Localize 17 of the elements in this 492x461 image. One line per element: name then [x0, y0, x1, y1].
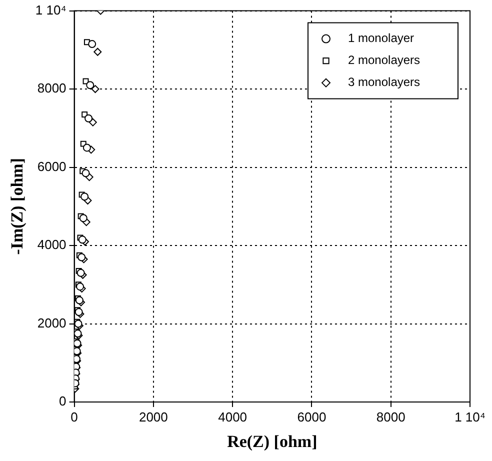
legend-label: 1 monolayer	[348, 31, 414, 46]
x-tick-label: 2000	[138, 409, 168, 424]
legend-label: 3 monolayers	[348, 75, 420, 90]
x-tick-label: 1 10⁴	[454, 409, 486, 424]
y-tick-label: 1 10⁴	[35, 2, 66, 18]
legend-label: 2 monolayers	[348, 53, 420, 68]
y-tick-label: 4000	[37, 237, 66, 252]
x-tick-label: 0	[70, 409, 78, 424]
y-tick-label: 6000	[37, 158, 66, 174]
y-tick-label: 2000	[37, 315, 66, 330]
y-tick-label: 8000	[37, 80, 66, 96]
x-axis-title: Re(Z) [ohm]	[227, 432, 318, 452]
y-axis-title: -Im(Z) [ohm]	[8, 158, 27, 255]
x-tick-label: 4000	[218, 409, 248, 424]
x-tick-label: 8000	[376, 409, 406, 424]
x-tick-label: 6000	[297, 409, 326, 424]
y-tick-label: 0	[59, 394, 66, 409]
